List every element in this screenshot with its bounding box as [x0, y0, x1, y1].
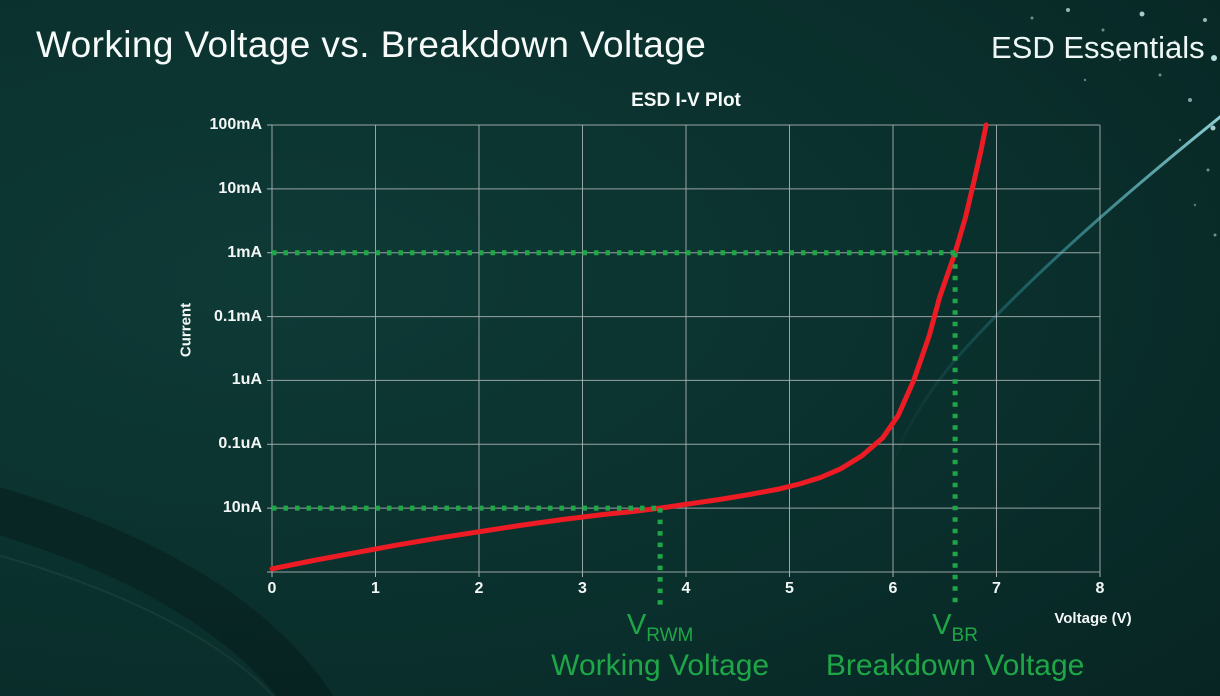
x-tick-label: 5 [785, 580, 794, 597]
y-tick-label: 10nA [222, 499, 262, 517]
annotation-br: VBR Breakdown Voltage [825, 609, 1085, 682]
x-tick-label: 1 [371, 580, 380, 597]
chart-title: ESD I-V Plot [631, 90, 741, 111]
annotation-symbol: VRWM [626, 609, 694, 646]
y-tick-label: 100mA [209, 116, 262, 133]
brand-logo: ESD Essentials [991, 30, 1205, 65]
x-axis-title: Voltage (V) [1054, 610, 1132, 627]
sparkle-dots [1030, 8, 1217, 237]
annotation-symbol: VBR [932, 609, 978, 646]
x-tick-label: 2 [474, 580, 484, 597]
slide-title: Working Voltage vs. Breakdown Voltage [36, 24, 707, 65]
x-tick-label: 3 [578, 580, 587, 597]
y-tick-label: 0.1mA [213, 307, 262, 325]
x-tick-label: 6 [888, 580, 898, 597]
y-tick-label: 0.1uA [218, 435, 262, 453]
corner-swirl-line [0, 554, 275, 696]
x-tick-label: 7 [992, 580, 1001, 597]
x-tick-label: 0 [267, 580, 277, 597]
annotation-caption: Breakdown Voltage [825, 648, 1085, 682]
corner-swirl [0, 487, 334, 696]
y-axis-title: Current [177, 302, 195, 358]
y-tick-label: 1mA [227, 243, 262, 261]
swoosh-curve [874, 115, 1220, 541]
y-tick-label: 10mA [218, 179, 262, 197]
iv-curve [269, 122, 989, 572]
x-tick-label: 8 [1095, 580, 1105, 597]
y-tick-label: 1uA [231, 371, 262, 389]
annotation-rwm: VRWM Working Voltage [551, 609, 770, 682]
annotation-caption: Working Voltage [551, 648, 770, 682]
x-tick-label: 4 [681, 580, 691, 597]
